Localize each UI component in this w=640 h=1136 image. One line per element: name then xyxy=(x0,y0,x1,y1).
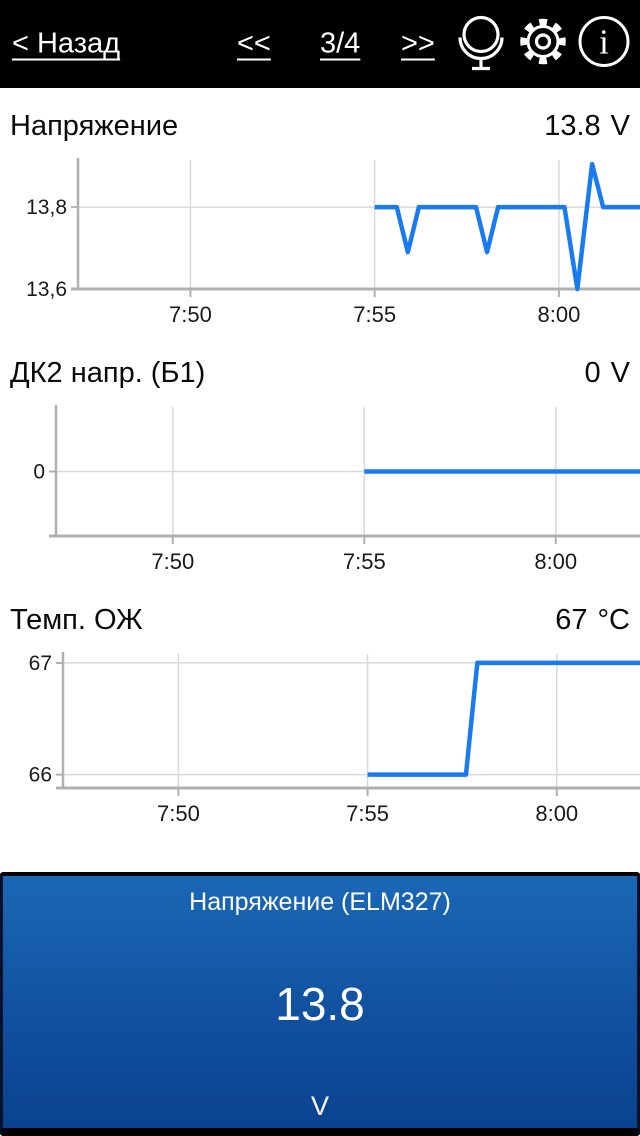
svg-text:13,6: 13,6 xyxy=(26,278,67,301)
svg-text:8:00: 8:00 xyxy=(538,302,581,327)
svg-text:i: i xyxy=(599,23,609,62)
chart-title: Напряжение xyxy=(10,110,179,142)
svg-text:66: 66 xyxy=(29,764,52,787)
value-number: 67 xyxy=(555,604,588,636)
tile-title: Напряжение (ELM327) xyxy=(189,888,451,916)
tile-value: 13.8 xyxy=(275,978,365,1030)
value-number: 13.8 xyxy=(544,110,601,142)
svg-text:7:50: 7:50 xyxy=(169,302,212,327)
page-prev-button[interactable]: << xyxy=(237,27,271,60)
value-unit: °C xyxy=(597,604,630,636)
svg-text:7:50: 7:50 xyxy=(151,549,194,574)
page-indicator[interactable]: 3/4 xyxy=(320,27,361,60)
info-icon[interactable]: i xyxy=(575,9,633,80)
settings-gear-icon[interactable] xyxy=(514,9,572,80)
page-next-button[interactable]: >> xyxy=(401,27,435,60)
svg-text:8:00: 8:00 xyxy=(535,801,578,826)
svg-text:8:00: 8:00 xyxy=(534,549,577,574)
svg-text:7:50: 7:50 xyxy=(157,801,200,826)
dashboard-tile-voltage[interactable]: Напряжение (ELM327) 13.8 V xyxy=(0,872,640,1136)
chart-title: ДК2 напр. (Б1) xyxy=(10,357,206,389)
chart-current-value: 13.8 V xyxy=(544,110,630,143)
voltage-line-chart[interactable]: 7:50 7:55 8:00 13,8 13,6 xyxy=(0,148,640,333)
svg-text:7:55: 7:55 xyxy=(353,302,396,327)
svg-text:13,8: 13,8 xyxy=(26,196,67,219)
tile-unit: V xyxy=(310,1091,329,1121)
svg-text:67: 67 xyxy=(29,652,52,675)
value-unit: V xyxy=(610,110,630,142)
hud-mirror-icon[interactable] xyxy=(452,9,510,80)
coolant-temp-line-chart[interactable]: 7:50 7:55 8:00 67 66 xyxy=(0,642,640,832)
svg-text:7:55: 7:55 xyxy=(343,549,386,574)
chart-voltage: Напряжение 13.8 V 7:50 7:55 8:00 13,8 13,6 xyxy=(0,88,640,333)
chart-coolant-temp: Темп. ОЖ 67 °C 7:50 7:55 8:00 67 66 xyxy=(0,580,640,832)
chart-title: Темп. ОЖ xyxy=(10,604,143,636)
top-nav-bar: < Назад << 3/4 >> i xyxy=(0,0,640,88)
svg-text:0: 0 xyxy=(33,461,45,484)
chart-current-value: 67 °C xyxy=(555,604,630,637)
svg-text:7:55: 7:55 xyxy=(346,801,389,826)
value-number: 0 xyxy=(584,357,601,389)
back-button[interactable]: < Назад xyxy=(12,27,121,60)
o2-sensor-line-chart[interactable]: 7:50 7:55 8:00 0 xyxy=(0,395,640,580)
value-unit: V xyxy=(610,357,630,389)
